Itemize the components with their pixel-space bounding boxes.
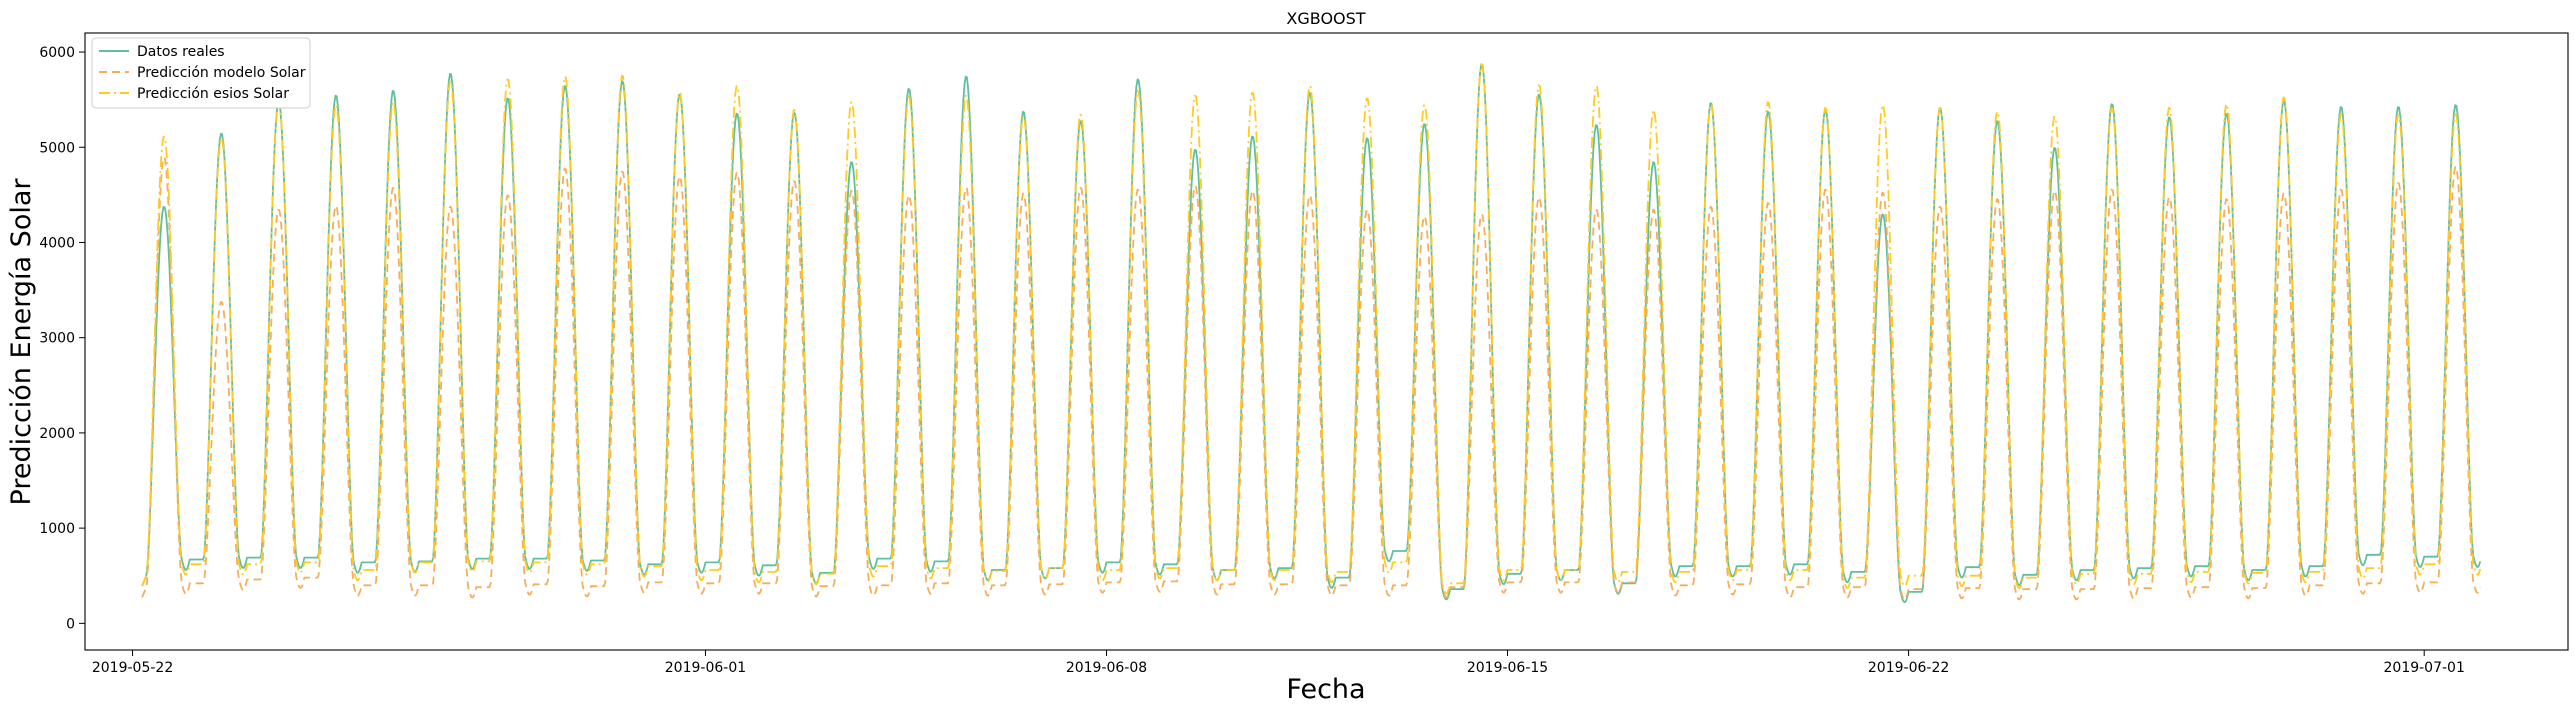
series-line-1	[141, 156, 2482, 601]
y-tick-label: 4000	[39, 235, 75, 251]
plot-frame	[84, 32, 2569, 651]
series-layer	[141, 63, 2482, 604]
x-axis-ticks: 2019-05-22 2019-06-01 2019-06-08 2019-06-15…	[92, 650, 2465, 676]
x-tick-label: 2019-06-08	[1066, 660, 1147, 676]
legend-label-prediccion-esios: Predicción esios Solar	[137, 86, 289, 102]
y-tick-label: 6000	[39, 45, 75, 61]
y-tick-label: 3000	[39, 331, 75, 347]
legend-label-prediccion-modelo: Predicción modelo Solar	[137, 65, 306, 81]
legend-box	[91, 37, 311, 109]
series-line-0	[141, 63, 2482, 604]
x-tick-label: 2019-05-22	[92, 660, 173, 676]
y-tick-label: 0	[66, 616, 75, 632]
x-tick-label: 2019-07-01	[2384, 660, 2465, 676]
x-axis-label: Fecha	[1286, 674, 1365, 705]
x-tick-label: 2019-06-01	[665, 660, 746, 676]
y-axis-ticks: 0 1000 2000 3000 4000 5000 6000	[39, 45, 85, 632]
y-tick-label: 5000	[39, 140, 75, 156]
y-tick-label: 2000	[39, 426, 75, 442]
y-tick-label: 1000	[39, 521, 75, 537]
legend: Datos reales Predicción modelo Solar Pre…	[91, 37, 311, 109]
y-axis-label: Predicción Energía Solar	[6, 178, 37, 506]
x-tick-label: 2019-06-15	[1467, 660, 1548, 676]
legend-label-datos-reales: Datos reales	[137, 44, 225, 60]
x-tick-label: 2019-06-22	[1868, 660, 1949, 676]
series-line-2	[141, 63, 2482, 595]
chart-title: XGBOOST	[1286, 9, 1365, 28]
